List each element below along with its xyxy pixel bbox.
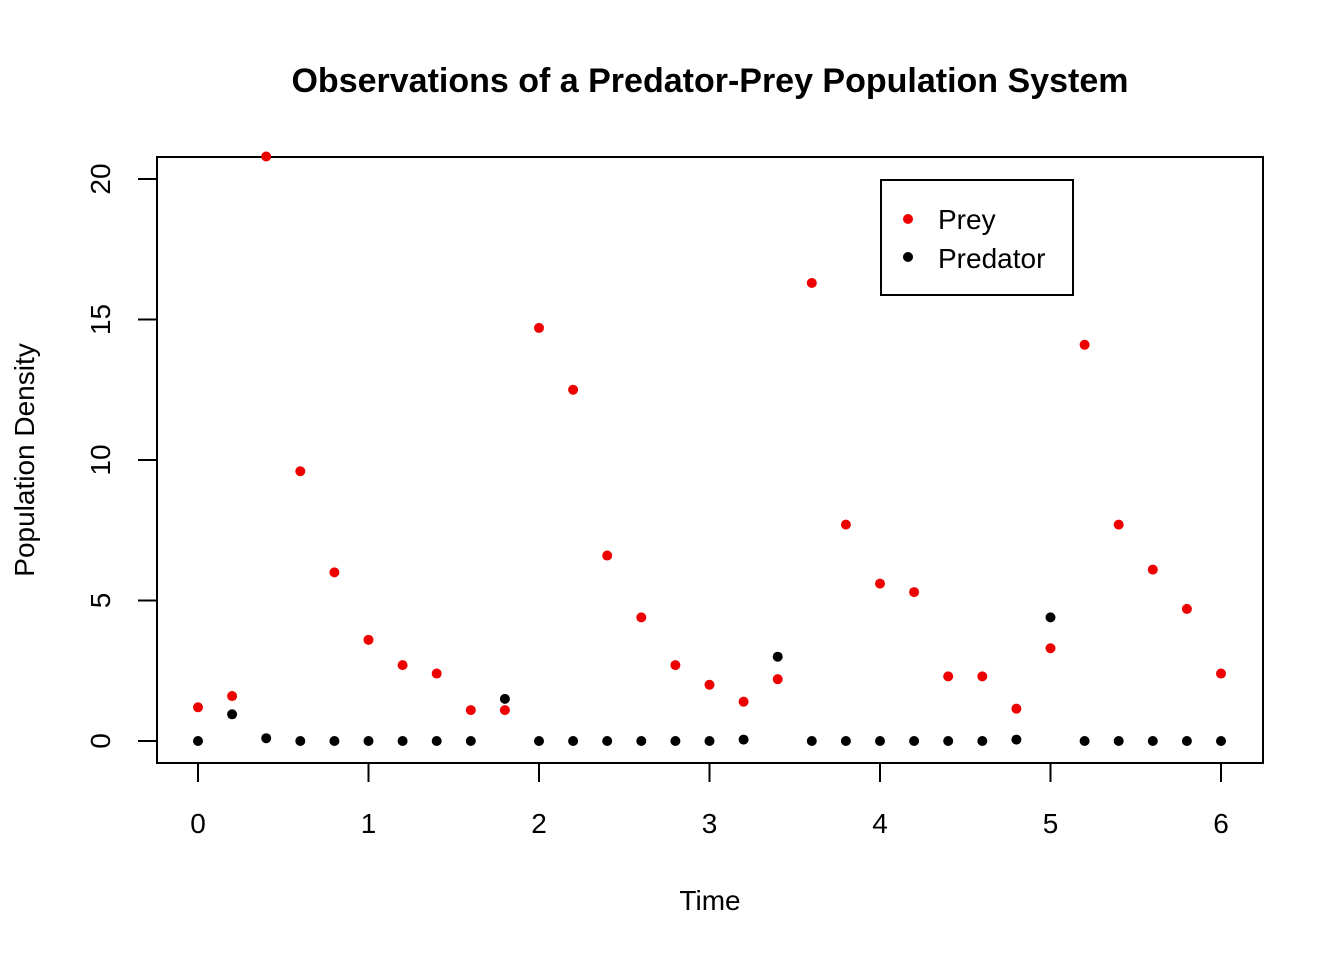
prey-point [1216,668,1226,679]
prey-point [193,702,203,713]
prey-point [1045,643,1056,654]
predator-point [1216,736,1226,746]
predator-point [499,693,510,704]
prey-point [1113,519,1124,530]
predator-point [704,736,715,746]
predator-point [636,736,647,746]
prey-point [977,671,988,682]
predator-point [1181,736,1192,746]
prey-point [943,671,954,682]
prey-point [329,567,340,578]
prey-point [772,674,783,685]
prey-point [1181,603,1192,614]
predator-point [670,736,681,746]
predator-point [1147,736,1158,746]
prey-point [465,705,476,716]
predator-point [329,736,340,746]
predator-point [465,736,476,746]
prey-point [568,384,579,395]
prey-point [363,634,374,645]
prey-point [875,578,885,589]
prey-point [295,466,306,477]
prey-point [1147,564,1158,575]
predator-point [397,736,408,746]
y-tick-label: 10 [85,444,116,475]
x-axis: 0 1 2 3 4 5 6 [190,762,1229,839]
chart-title: Observations of a Predator-Prey Populati… [291,62,1128,100]
predator-point [602,736,613,746]
y-tick-label: 20 [85,163,116,194]
predator-point [193,736,203,746]
prey-point [738,696,749,707]
predator-point [261,733,272,744]
y-axis-label: Population Density [9,343,40,576]
predator-point [943,736,954,746]
data-points [193,151,1226,746]
prey-point [670,660,681,671]
x-tick-label: 5 [1043,808,1059,839]
predator-point [1011,734,1022,745]
y-tick-label: 0 [85,733,116,749]
legend-label-prey: Prey [938,204,996,235]
legend-label-predator: Predator [938,243,1045,274]
predator-point [431,736,442,746]
prey-point [909,587,920,598]
x-tick-label: 0 [190,808,206,839]
prey-point [840,519,851,530]
plot-frame [156,156,1264,764]
predator-point [227,709,238,720]
predator-point [806,736,817,746]
x-tick-label: 6 [1213,808,1229,839]
predator-point [1113,736,1124,746]
prey-point [1079,339,1090,350]
predator-point [295,736,306,746]
legend-marker-prey [903,214,913,224]
predator-point [772,651,783,662]
prey-point [806,277,817,288]
prey-point [1011,703,1022,714]
y-tick-label: 5 [85,593,116,609]
prey-point [227,691,238,702]
y-tick-label: 15 [85,304,116,335]
predator-point [738,734,749,745]
predator-point [977,736,988,746]
predator-point [1045,612,1056,623]
legend-box [880,179,1074,296]
prey-point [261,151,272,162]
predator-point [909,736,920,746]
x-tick-label: 4 [872,808,888,839]
predator-point [568,736,579,746]
x-axis-label: Time [679,885,740,916]
prey-point [704,679,715,690]
predator-point [1079,736,1090,746]
y-axis: 0 5 10 15 20 [85,163,158,749]
predator-point [840,736,851,746]
predator-point [534,736,544,746]
prey-point [636,612,647,623]
x-tick-label: 1 [361,808,377,839]
prey-point [602,550,613,561]
x-tick-label: 3 [702,808,718,839]
legend-marker-predator [903,252,913,262]
prey-point [397,660,408,671]
predator-point [875,736,885,746]
prey-point [431,668,442,679]
predator-point [363,736,374,746]
x-tick-label: 2 [531,808,547,839]
prey-point [499,705,510,716]
prey-point [534,322,544,333]
legend: Prey Predator [880,179,1074,296]
